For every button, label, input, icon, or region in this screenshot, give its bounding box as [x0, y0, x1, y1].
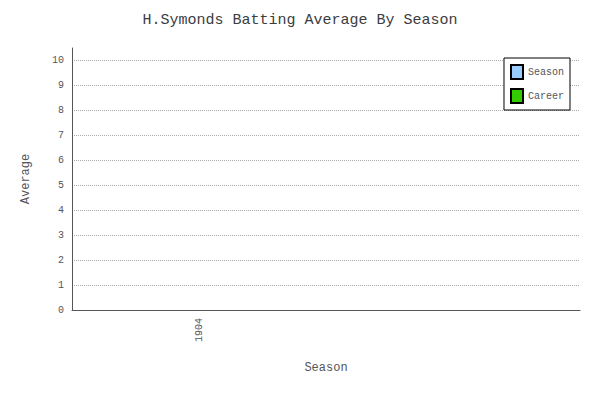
svg-text:1904: 1904	[194, 318, 205, 342]
svg-text:0: 0	[58, 305, 64, 316]
svg-text:H.Symonds Batting Average By S: H.Symonds Batting Average By Season	[142, 12, 457, 29]
svg-text:Season: Season	[304, 361, 347, 375]
svg-text:3: 3	[58, 230, 64, 241]
svg-text:5: 5	[58, 180, 64, 191]
svg-text:Season: Season	[528, 67, 564, 78]
svg-text:8: 8	[58, 105, 64, 116]
svg-text:2: 2	[58, 255, 64, 266]
svg-text:10: 10	[52, 55, 64, 66]
svg-text:1: 1	[58, 280, 64, 291]
svg-text:6: 6	[58, 155, 64, 166]
svg-text:7: 7	[58, 130, 64, 141]
svg-text:9: 9	[58, 80, 64, 91]
svg-text:Career: Career	[528, 91, 564, 102]
svg-text:Average: Average	[19, 154, 33, 204]
svg-text:4: 4	[58, 205, 64, 216]
